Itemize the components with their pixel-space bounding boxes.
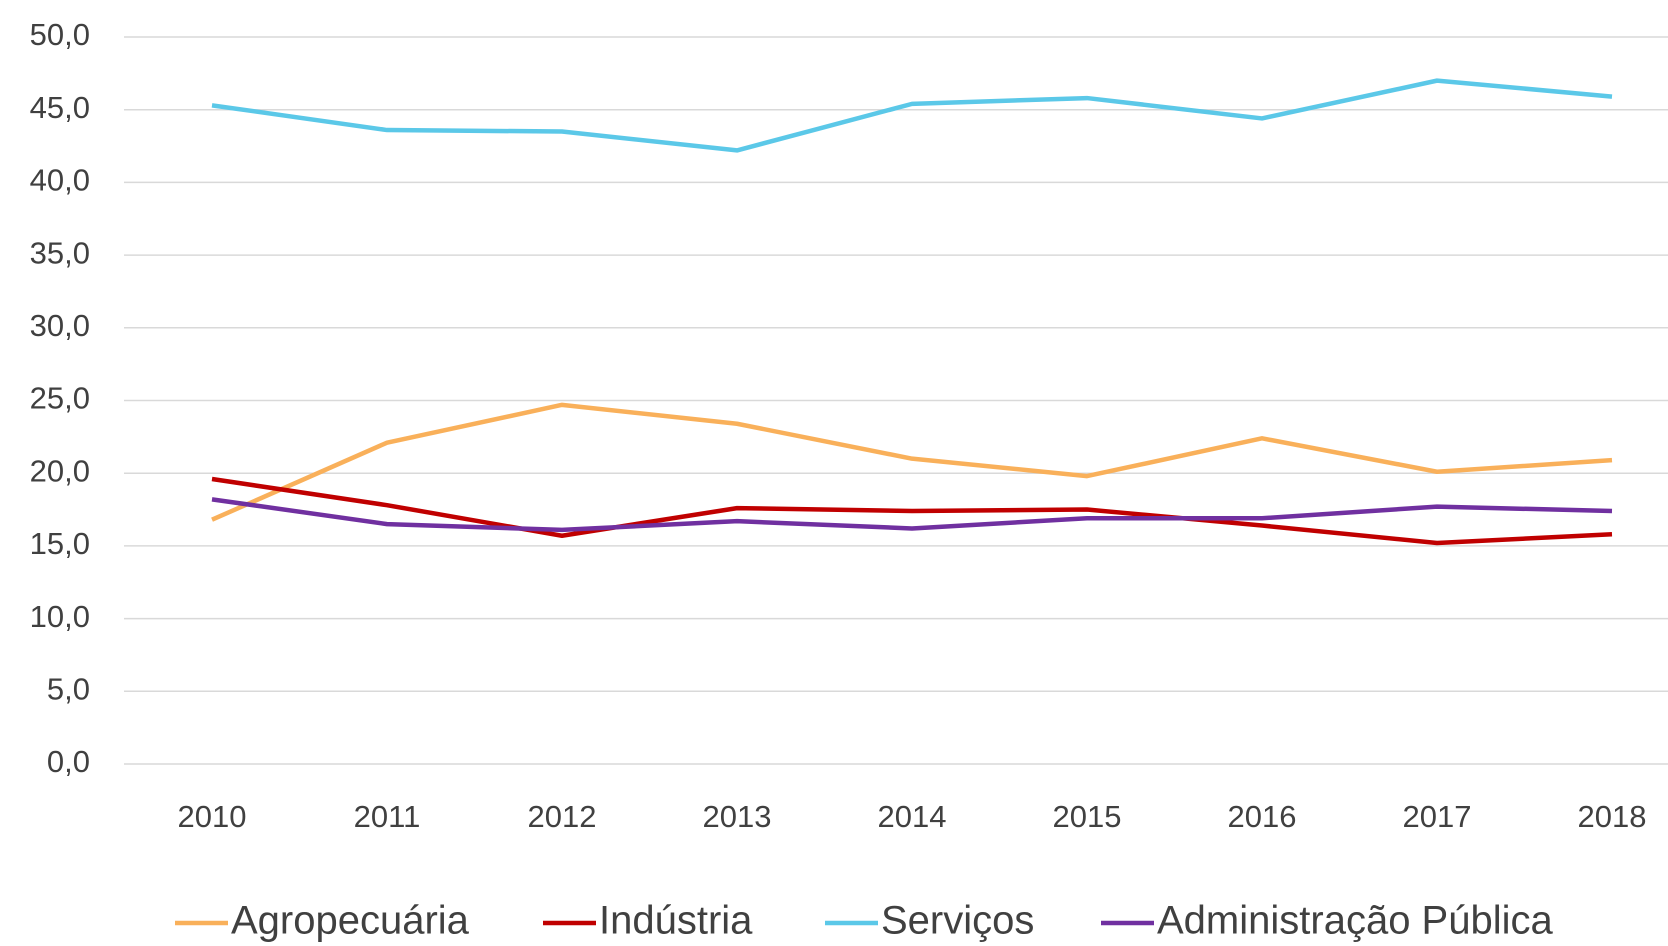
x-tick-label: 2015 [1053, 799, 1122, 834]
x-tick-label: 2014 [878, 799, 947, 834]
x-tick-label: 2018 [1578, 799, 1647, 834]
x-tick-label: 2011 [354, 799, 421, 834]
y-tick-label: 45,0 [30, 90, 90, 125]
series-line [211, 476, 1613, 546]
x-tick-label: 2013 [703, 799, 772, 834]
x-tick-label: 2010 [178, 799, 247, 834]
y-tick-label: 20,0 [30, 453, 90, 488]
x-tick-label: 2012 [528, 799, 597, 834]
x-tick-label: 2017 [1403, 799, 1472, 834]
y-tick-label: 15,0 [30, 526, 90, 561]
y-tick-label: 10,0 [30, 599, 90, 634]
y-tick-label: 5,0 [47, 671, 90, 706]
x-tick-label: 2016 [1228, 799, 1297, 834]
y-tick-label: 30,0 [30, 308, 90, 343]
y-tick-label: 40,0 [30, 163, 90, 198]
legend-label: Administração Pública [1157, 899, 1553, 943]
y-tick-label: 0,0 [47, 744, 90, 779]
y-tick-label: 50,0 [30, 17, 90, 52]
series-line [211, 402, 1613, 522]
y-tick-label: 25,0 [30, 381, 90, 416]
legend-label: Indústria [599, 899, 753, 943]
legend-label: Agropecuária [231, 899, 470, 943]
legend-label: Serviços [881, 899, 1034, 943]
series-line [211, 78, 1613, 153]
y-tick-label: 35,0 [30, 235, 90, 270]
series-line [211, 497, 1613, 533]
